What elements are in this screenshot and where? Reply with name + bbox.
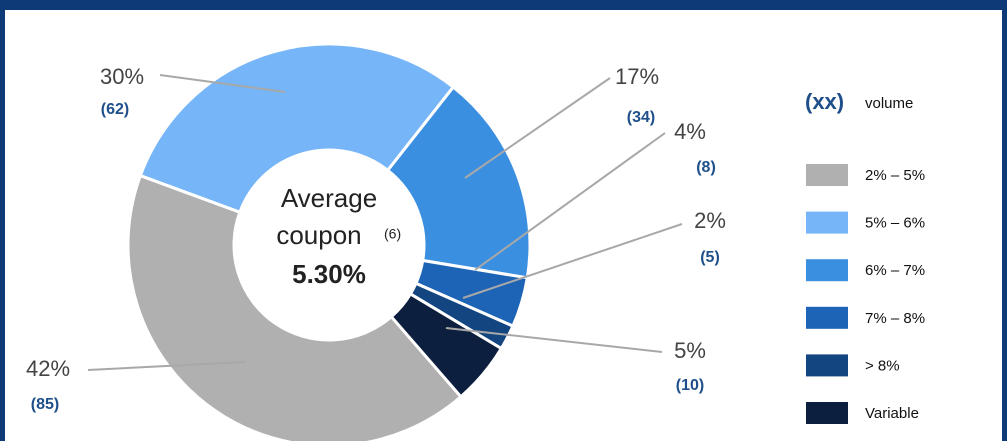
volume-label: (8) — [696, 159, 716, 176]
legend-label: 7% – 8% — [865, 310, 925, 327]
legend-swatch — [806, 402, 848, 424]
leader-line — [474, 132, 666, 271]
legend-swatch — [806, 211, 848, 234]
volume-label: (5) — [700, 249, 720, 266]
leader-line — [464, 77, 611, 179]
leader-line — [159, 74, 286, 93]
legend-label: Variable — [865, 405, 919, 422]
legend-swatch — [806, 354, 848, 377]
value-label: 30% — [100, 64, 144, 89]
value-label: 17% — [615, 64, 659, 89]
legend-label: > 8% — [865, 357, 900, 374]
center-note: (6) — [384, 226, 401, 242]
leader-line — [462, 223, 683, 299]
legend-title: volume — [865, 95, 913, 112]
value-label: 4% — [674, 119, 706, 144]
volume-label: (10) — [676, 377, 704, 394]
donut-hole — [234, 150, 424, 340]
value-label: 42% — [26, 356, 70, 381]
legend-key: (xx) — [805, 89, 844, 114]
value-label: 2% — [694, 208, 726, 233]
legend-swatch — [806, 306, 848, 329]
center-value: 5.30% — [292, 259, 366, 289]
leader-line — [87, 361, 246, 371]
volume-label: (34) — [627, 109, 655, 126]
volume-label: (85) — [31, 396, 59, 413]
legend-label: 2% – 5% — [865, 167, 925, 184]
legend-swatch — [806, 164, 848, 186]
center-line1: Average — [281, 183, 377, 213]
legend-label: 6% – 7% — [865, 262, 925, 279]
volume-label: (62) — [101, 101, 129, 118]
leader-line — [445, 327, 663, 353]
legend-swatch — [806, 259, 848, 282]
value-label: 5% — [674, 338, 706, 363]
center-line2: coupon — [276, 220, 361, 250]
legend-label: 5% – 6% — [865, 215, 925, 232]
